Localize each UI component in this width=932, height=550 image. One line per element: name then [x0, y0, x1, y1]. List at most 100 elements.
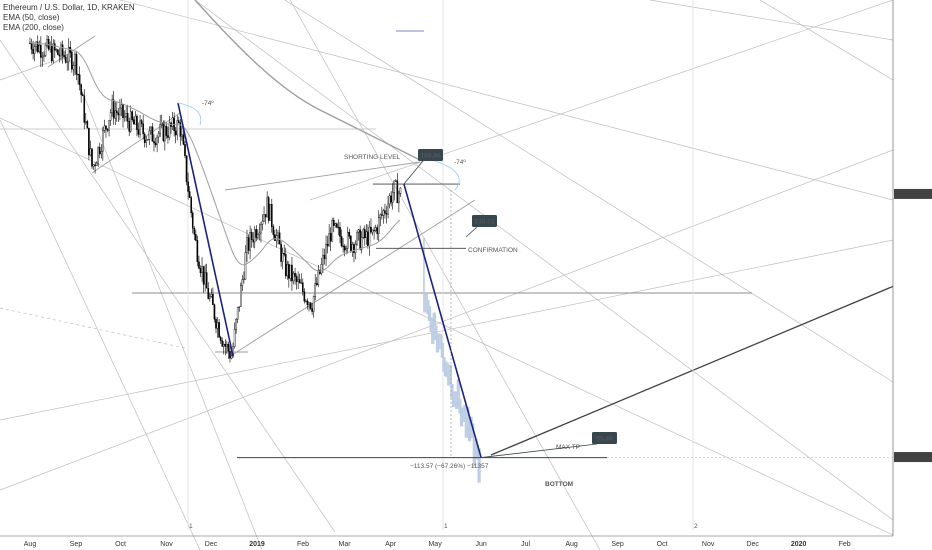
- candle: [72, 65, 75, 70]
- candle: [111, 99, 113, 113]
- candle: [351, 244, 354, 252]
- candle: [162, 122, 165, 142]
- candle: [92, 164, 95, 167]
- candle: [219, 336, 222, 341]
- projected-candles: [423, 237, 481, 483]
- ghost-candle: [466, 407, 468, 438]
- candle: [305, 300, 307, 302]
- candle: [387, 203, 389, 215]
- time-tick-3: Nov: [160, 541, 173, 548]
- candle: [91, 148, 93, 167]
- candle: [340, 236, 343, 247]
- candle: [117, 112, 120, 116]
- ghost-candle: [439, 333, 441, 350]
- candle: [376, 227, 379, 234]
- time-tick-11: Jul: [521, 541, 530, 548]
- candles: [29, 34, 402, 363]
- ghost-candle: [472, 423, 475, 467]
- candle: [221, 340, 224, 347]
- candle: [202, 266, 205, 285]
- candle: [126, 113, 129, 122]
- time-tick-12: Aug: [565, 541, 578, 548]
- candle: [150, 126, 152, 132]
- candle: [153, 141, 155, 144]
- confirm-price-tag: 130.01: [475, 219, 495, 226]
- marker-2: 2: [694, 523, 698, 530]
- candle: [81, 94, 84, 96]
- candle: [106, 128, 109, 131]
- candle: [52, 43, 55, 62]
- candle: [308, 302, 310, 305]
- candle: [252, 239, 255, 243]
- candle: [382, 210, 385, 216]
- candle: [257, 234, 259, 238]
- candle: [109, 112, 112, 121]
- candle: [249, 232, 251, 251]
- candle: [261, 220, 264, 225]
- candle: [84, 121, 87, 123]
- candle: [246, 237, 248, 253]
- time-tick-16: Dec: [746, 541, 759, 548]
- candle: [230, 355, 233, 359]
- ghost-candle: [475, 438, 478, 460]
- ema200-line: [194, 0, 421, 161]
- candle: [57, 49, 59, 55]
- candle: [190, 197, 193, 214]
- candle: [171, 117, 174, 127]
- candle: [55, 49, 58, 51]
- candle: [215, 319, 217, 329]
- candle: [105, 125, 107, 130]
- time-tick-8: Apr: [385, 541, 397, 548]
- candle: [368, 226, 371, 247]
- candle: [46, 38, 48, 46]
- candle: [302, 282, 304, 292]
- candle: [154, 142, 157, 145]
- ghost-candle: [469, 416, 472, 442]
- time-tick-9: May: [428, 541, 442, 548]
- ghost-candle: [464, 404, 467, 438]
- recovery-line: [490, 269, 932, 456]
- candle: [289, 264, 292, 279]
- target-price-tag-pointer: [481, 443, 598, 458]
- candle: [343, 245, 346, 251]
- candle: [395, 180, 397, 182]
- price-axis-bg: [893, 0, 932, 550]
- short-price-tag-pointer: [403, 160, 424, 185]
- ghost-candle: [448, 364, 451, 386]
- candle: [250, 232, 253, 240]
- candle: [329, 233, 332, 242]
- candle: [379, 214, 382, 218]
- candle: [151, 126, 154, 142]
- candle: [239, 285, 242, 307]
- ghost-candle: [434, 312, 436, 341]
- candle: [78, 74, 81, 85]
- candle: [201, 266, 203, 274]
- candle: [357, 229, 360, 233]
- candle: [61, 44, 64, 56]
- ghost-candle: [426, 292, 428, 315]
- candle: [319, 269, 321, 274]
- trend-line-6: [309, 0, 894, 201]
- candle: [182, 134, 185, 145]
- candle: [41, 56, 44, 58]
- candle: [350, 235, 352, 252]
- time-tick-17: 2020: [791, 541, 807, 548]
- resistance-line: [224, 161, 421, 191]
- candle: [345, 248, 348, 251]
- ghost-candle: [458, 379, 460, 414]
- candle: [359, 229, 361, 250]
- candle: [137, 129, 140, 135]
- trend-line-5: [284, 0, 894, 383]
- prior-drop-line: [177, 102, 234, 357]
- ghost-candle: [427, 299, 430, 322]
- ghost-candle: [456, 379, 459, 410]
- candle: [399, 187, 402, 194]
- candle: [390, 195, 392, 203]
- candle: [120, 104, 123, 109]
- candle: [297, 279, 299, 282]
- candle: [40, 45, 42, 58]
- candle: [74, 54, 76, 66]
- candle: [312, 296, 315, 312]
- target-price-tag-bg: [592, 432, 617, 444]
